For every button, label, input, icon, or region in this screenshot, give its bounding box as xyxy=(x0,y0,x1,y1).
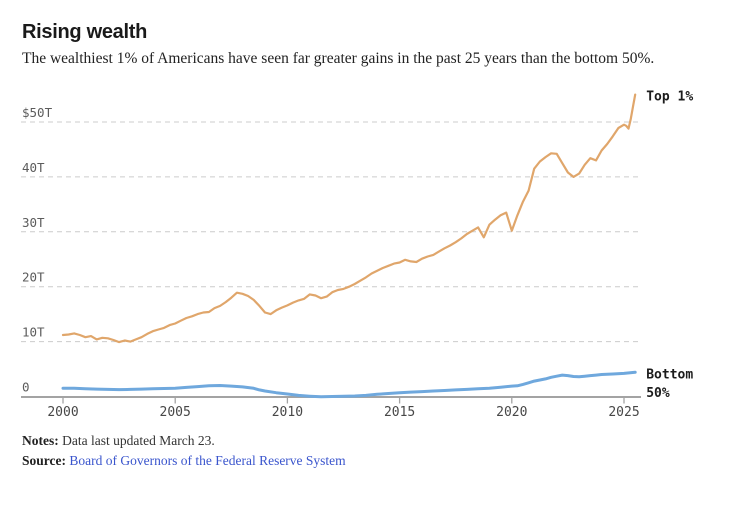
x-axis-label-2020: 2020 xyxy=(496,405,527,420)
series-line-bottom-50 xyxy=(61,370,637,399)
x-axis-label-2005: 2005 xyxy=(160,405,191,420)
notes-text: Data last updated March 23. xyxy=(62,433,215,448)
notes-label: Notes: xyxy=(22,433,59,448)
y-axis-label-0: 0 xyxy=(22,380,30,395)
y-axis-label-20t: 20T xyxy=(22,270,45,285)
notes-line: Notes: Data last updated March 23. xyxy=(22,431,346,451)
y-axis-label-40t: 40T xyxy=(22,160,45,175)
x-axis-label-2010: 2010 xyxy=(272,405,303,420)
chart-subtitle: The wealthiest 1% of Americans have seen… xyxy=(22,50,655,67)
x-axis-label-2025: 2025 xyxy=(608,405,639,420)
x-axis-label-2000: 2000 xyxy=(47,405,78,420)
source-line: Source: Board of Governors of the Federa… xyxy=(22,451,346,471)
series-line-top-1 xyxy=(61,93,637,344)
chart-footer: Notes: Data last updated March 23. Sourc… xyxy=(22,431,346,470)
series-label-bottom-50-1: Bottom xyxy=(646,367,693,382)
source-label: Source: xyxy=(22,452,66,468)
wealth-line-chart: $50T 40T 30T 20T 10T 0 2000 2005 2010 2015 2020 202… xyxy=(21,90,693,420)
series-label-top-1: Top 1% xyxy=(646,90,693,105)
y-axis-label-10t: 10T xyxy=(22,325,45,340)
series-label-bottom-50-2: 50% xyxy=(646,386,670,401)
source-link[interactable]: Board of Governors of the Federal Reserv… xyxy=(69,452,346,468)
y-axis-label-30t: 30T xyxy=(22,215,45,230)
page-title: Rising wealth xyxy=(22,21,148,43)
y-axis-label-50t: $50T xyxy=(22,105,53,120)
chart-area: $50T 40T 30T 20T 10T 0 2000 2005 2010 2015 2020 202… xyxy=(0,85,746,430)
x-axis-label-2015: 2015 xyxy=(384,405,415,420)
